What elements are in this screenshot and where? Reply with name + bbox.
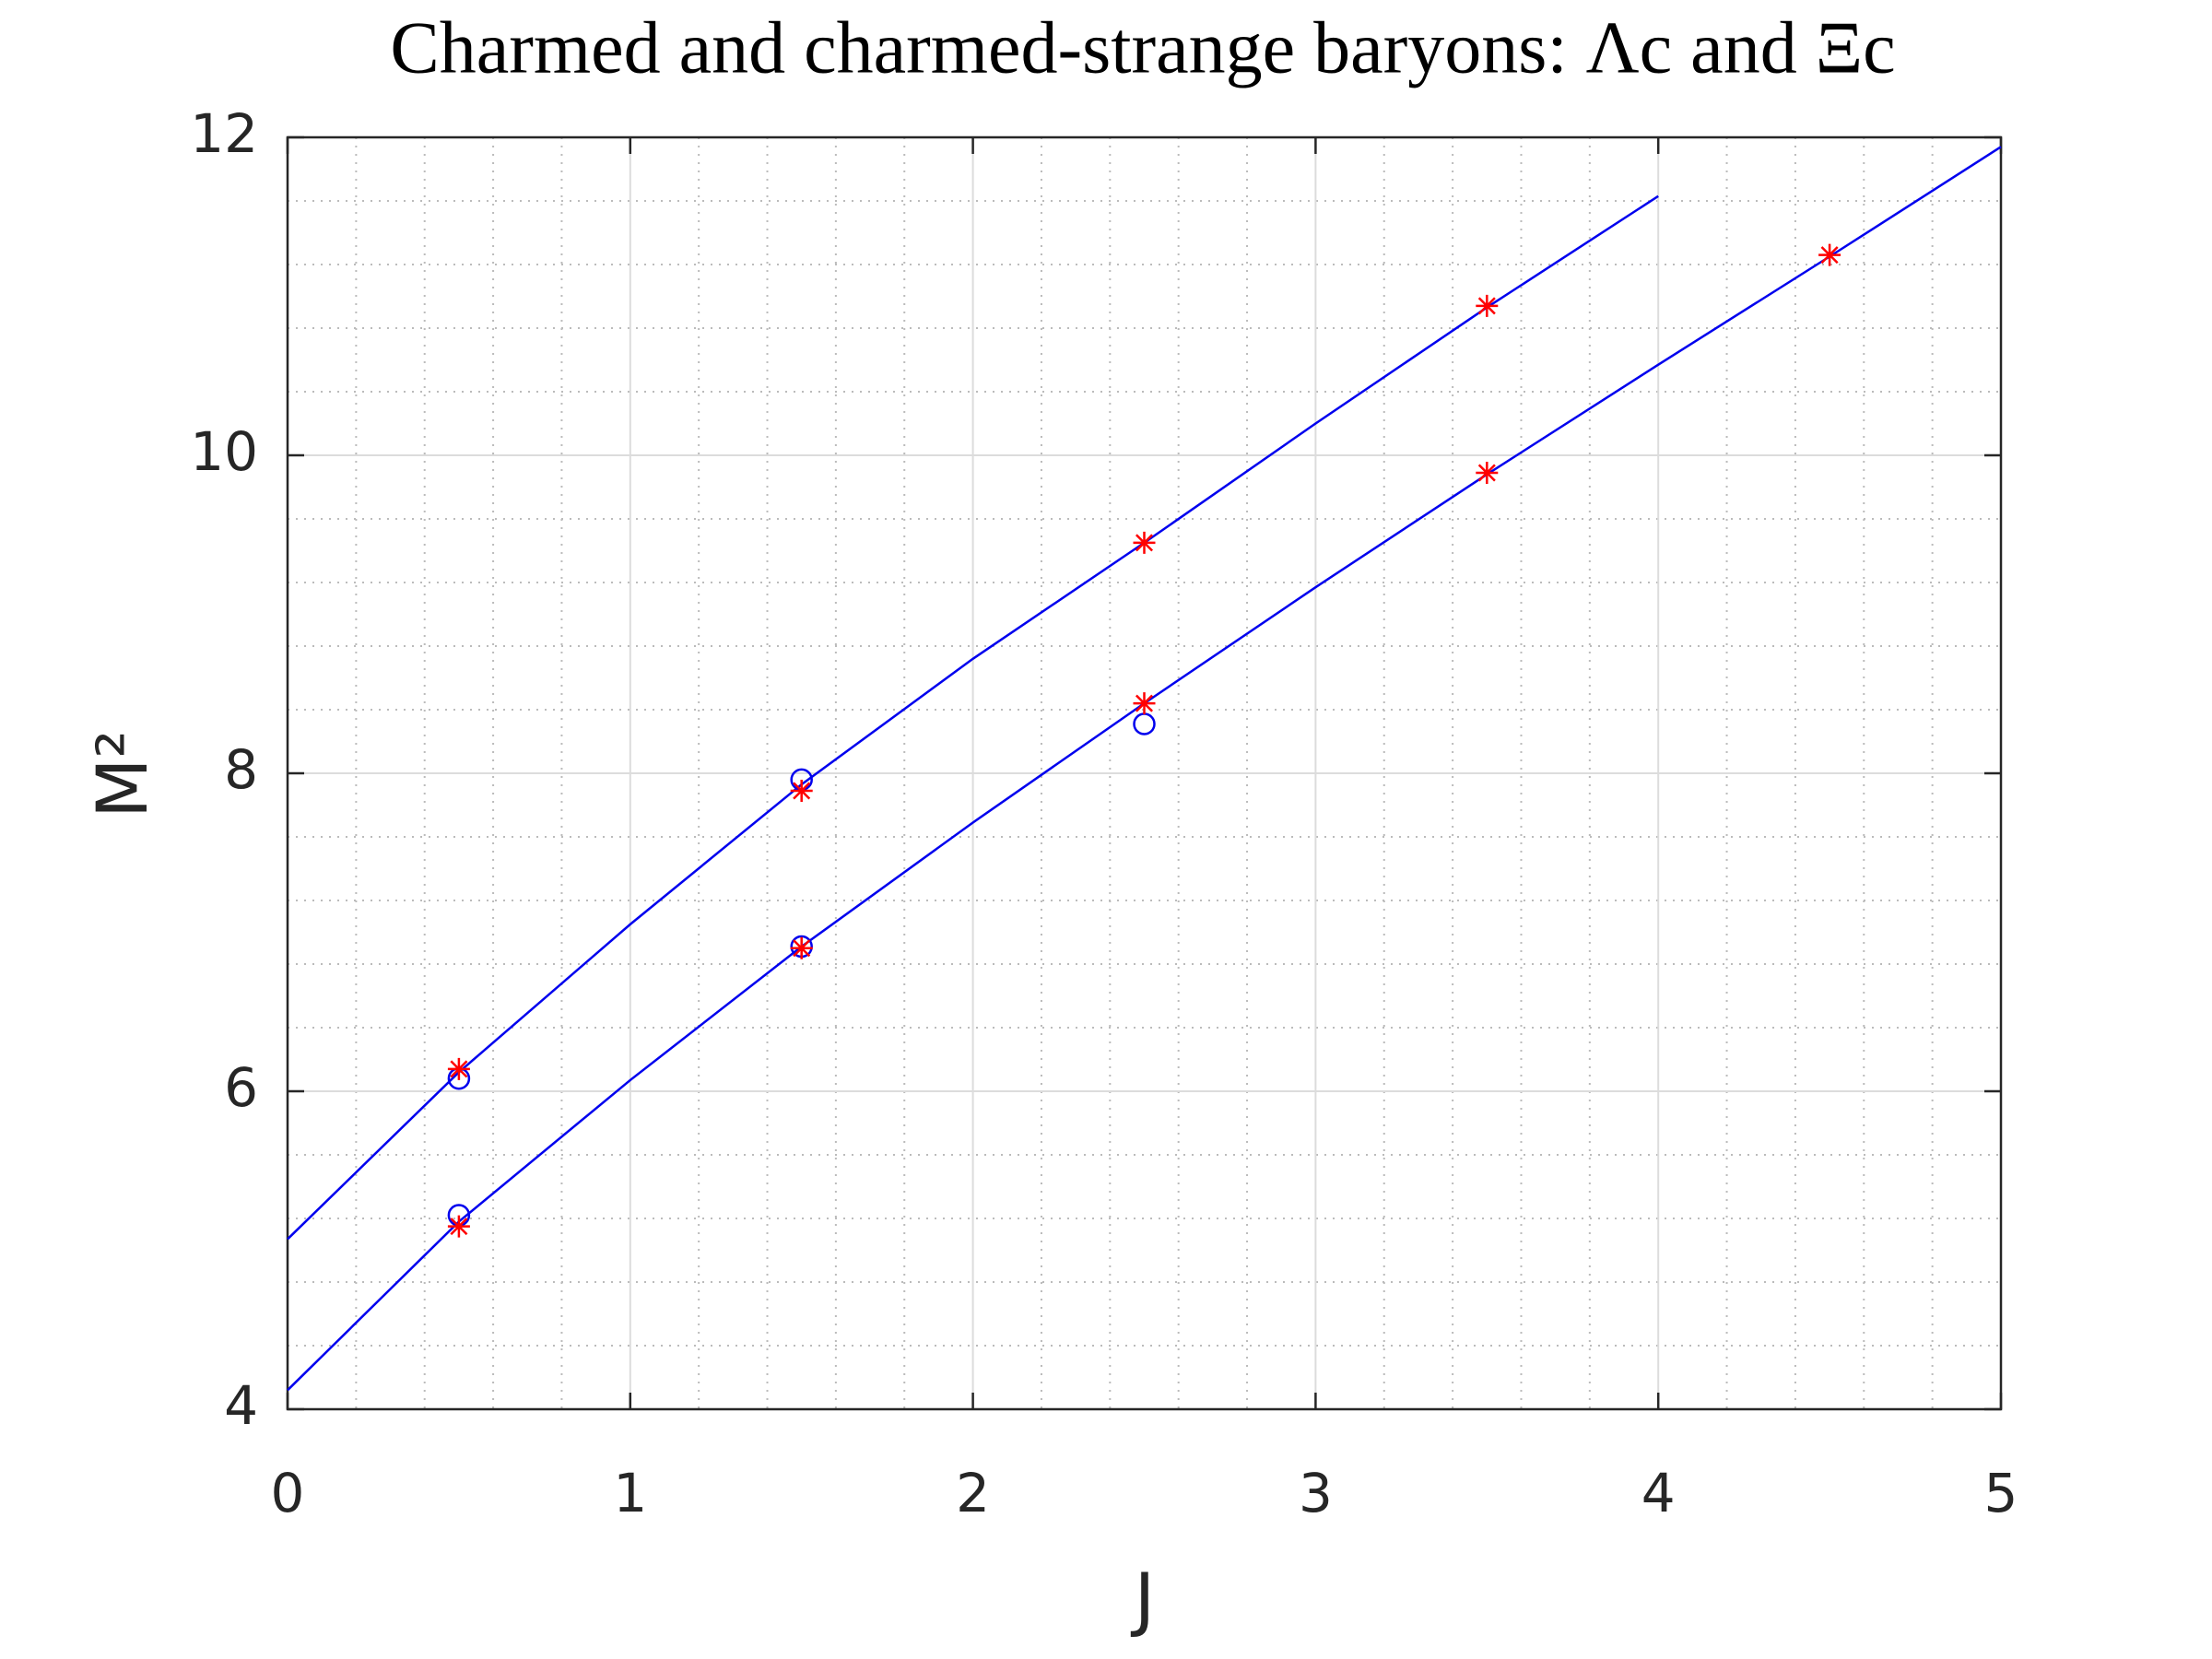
y-tick-label: 8 <box>224 738 258 801</box>
star-marker <box>1476 461 1499 484</box>
star-marker <box>447 1057 470 1080</box>
star-marker <box>1818 243 1841 266</box>
y-tick-label: 4 <box>224 1374 258 1437</box>
star-marker <box>1133 692 1156 715</box>
x-tick-label: 3 <box>1299 1462 1333 1524</box>
x-tick-label: 1 <box>613 1462 647 1524</box>
plot-frame <box>286 135 2003 1411</box>
curve <box>287 194 1659 1241</box>
star-marker <box>790 779 813 802</box>
x-tick-label: 0 <box>271 1462 305 1524</box>
star-marker <box>790 936 813 959</box>
star-marker <box>1133 531 1156 554</box>
y-tick-label: 10 <box>190 420 258 483</box>
y-tick-label: 6 <box>224 1056 258 1119</box>
x-tick-label: 4 <box>1641 1462 1676 1524</box>
x-tick-label: 5 <box>1984 1462 2018 1524</box>
y-tick-label: 12 <box>190 102 258 165</box>
chart-title: Charmed and charmed-strange baryons: Λc … <box>390 7 1895 88</box>
x-tick-label: 2 <box>956 1462 990 1524</box>
star-marker <box>1476 294 1499 317</box>
x-axis-label: J <box>1131 1558 1155 1640</box>
star-marker <box>447 1215 470 1238</box>
y-axis-label: M² <box>81 730 163 818</box>
